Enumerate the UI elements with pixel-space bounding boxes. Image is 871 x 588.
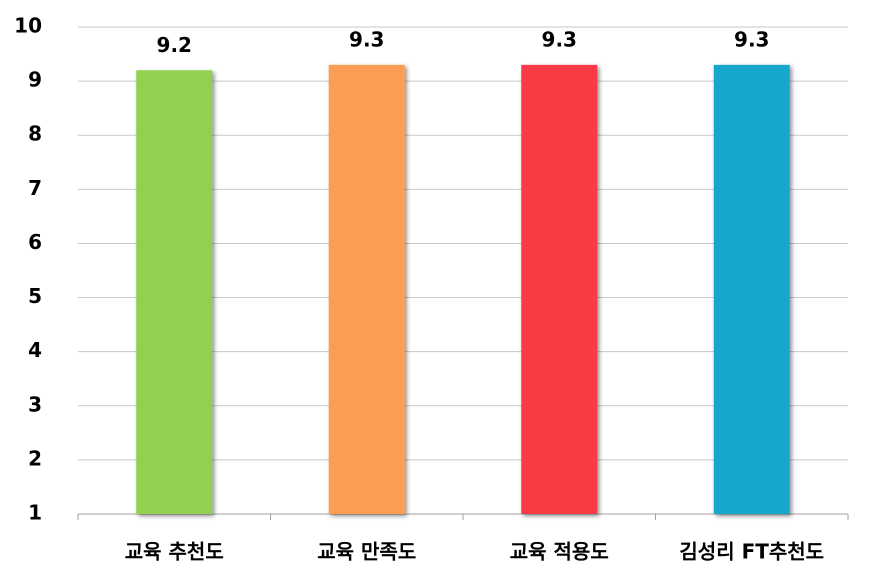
y-tick-label: 5 <box>28 284 42 308</box>
data-label: 9.3 <box>734 27 769 51</box>
data-label: 9.3 <box>349 27 384 51</box>
y-tick-label: 1 <box>28 501 42 525</box>
x-tick-label: 김성리 FT추천도 <box>679 540 824 564</box>
y-tick-label: 2 <box>28 446 42 470</box>
y-tick-label: 10 <box>14 14 42 38</box>
x-tick-label: 교육 추천도 <box>125 540 224 564</box>
bar <box>521 64 598 514</box>
bar <box>713 64 790 514</box>
data-label: 9.2 <box>157 33 192 57</box>
y-tick-label: 7 <box>28 176 42 200</box>
bar <box>328 64 405 514</box>
x-tick-label: 교육 만족도 <box>317 540 416 564</box>
bar <box>136 70 213 515</box>
y-tick-label: 4 <box>28 338 42 362</box>
y-tick-label: 3 <box>28 392 42 416</box>
x-tick-label: 교육 적용도 <box>510 540 609 564</box>
data-label: 9.3 <box>542 27 577 51</box>
y-tick-label: 9 <box>28 68 42 92</box>
y-tick-label: 6 <box>28 230 42 254</box>
y-tick-label: 8 <box>28 122 42 146</box>
